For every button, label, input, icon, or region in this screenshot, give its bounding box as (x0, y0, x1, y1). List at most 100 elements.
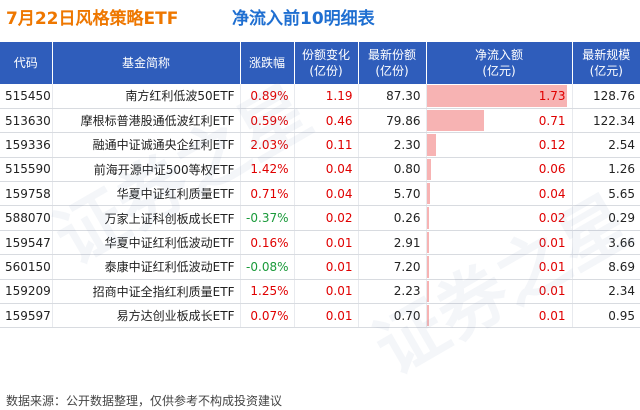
net-inflow-bar (426, 158, 432, 181)
title-bar: 7月22日风格策略ETF 净流入前10明细表 (0, 0, 640, 32)
fund-name-cell: 万家上证科创板成长ETF (52, 205, 241, 231)
share-change-cell: 0.04 (294, 157, 359, 183)
net-inflow-cell: 0.06 (426, 157, 573, 183)
table-body: 515450 南方红利低波50ETF 0.89% 1.19 87.30 1.73 128.7… (0, 84, 640, 329)
fund-code-cell: 513630 (0, 108, 53, 134)
header-code: 代码 (0, 42, 53, 84)
net-inflow-value: 0.01 (538, 284, 566, 299)
header-scale: 最新规模 (亿元) (572, 42, 640, 84)
fund-code-cell: 159547 (0, 230, 53, 256)
table-row: 515450 南方红利低波50ETF 0.89% 1.19 87.30 1.73 128.7… (0, 84, 640, 109)
net-inflow-bar (426, 109, 484, 132)
table-row: 588070 万家上证科创板成长ETF -0.37% 0.02 0.26 0.02 0.29 (0, 205, 640, 231)
change-pct-cell: 0.07% (240, 303, 295, 329)
net-inflow-cell: 0.01 (426, 230, 573, 256)
scale-cell: 2.54 (572, 132, 640, 158)
fund-code-cell: 159336 (0, 132, 53, 158)
data-source-note: 数据来源：公开数据整理，仅供参考不构成投资建议 (6, 394, 283, 408)
fund-name-cell: 前海开源中证500等权ETF (52, 157, 241, 183)
fund-name-cell: 招商中证全指红利质量ETF (52, 279, 241, 305)
fund-name-cell: 南方红利低波50ETF (52, 84, 241, 109)
fund-code-cell: 159758 (0, 181, 53, 207)
net-inflow-cell: 0.01 (426, 254, 573, 280)
fund-code-cell: 159209 (0, 279, 53, 305)
scale-cell: 128.76 (572, 84, 640, 109)
table-row: 513630 摩根标普港股通低波红利ETF 0.59% 0.46 79.86 0.71 12… (0, 108, 640, 134)
scale-cell: 0.29 (572, 205, 640, 231)
fund-name-cell: 融通中证诚通央企红利ETF (52, 132, 241, 158)
net-inflow-value: 0.02 (538, 211, 566, 226)
net-inflow-bar (426, 183, 430, 205)
change-pct-cell: -0.08% (240, 254, 295, 280)
header-latest-share: 最新份额 (亿份) (358, 42, 427, 84)
fund-code-cell: 515450 (0, 84, 53, 109)
header-name: 基金简称 (52, 42, 241, 84)
net-inflow-value: 0.01 (538, 235, 566, 250)
change-pct-cell: 2.03% (240, 132, 295, 158)
net-inflow-value: 0.04 (538, 186, 566, 201)
share-change-cell: 0.02 (294, 205, 359, 231)
net-inflow-value: 0.01 (538, 308, 566, 323)
table-row: 159597 易方达创业板成长ETF 0.07% 0.01 0.70 0.01 0.95 (0, 303, 640, 329)
table-header-row: 代码 基金简称 涨跌幅 份额变化 (亿份) 最新份额 (亿份) 净流入额 (亿元) 最新规模 (亿元… (0, 42, 640, 84)
latest-share-cell: 0.26 (358, 205, 427, 231)
header-change: 涨跌幅 (240, 42, 295, 84)
net-inflow-cell: 0.01 (426, 303, 573, 329)
scale-cell: 2.34 (572, 279, 640, 305)
latest-share-cell: 2.23 (358, 279, 427, 305)
etf-inflow-table: 代码 基金简称 涨跌幅 份额变化 (亿份) 最新份额 (亿份) 净流入额 (亿元) 最新规模 (亿元… (0, 42, 640, 329)
change-pct-cell: 0.89% (240, 84, 295, 109)
net-inflow-value: 0.06 (538, 162, 566, 177)
fund-code-cell: 560150 (0, 254, 53, 280)
share-change-cell: 0.04 (294, 181, 359, 207)
change-pct-cell: 0.59% (240, 108, 295, 134)
fund-code-cell: 588070 (0, 205, 53, 231)
header-share-change: 份额变化 (亿份) (294, 42, 359, 84)
scale-cell: 8.69 (572, 254, 640, 280)
net-inflow-cell: 1.73 (426, 84, 573, 109)
net-inflow-cell: 0.02 (426, 205, 573, 231)
table-row: 159547 华夏中证红利低波动ETF 0.16% 0.01 2.91 0.01 3.66 (0, 230, 640, 256)
net-inflow-cell: 0.01 (426, 279, 573, 305)
change-pct-cell: -0.37% (240, 205, 295, 231)
latest-share-cell: 5.70 (358, 181, 427, 207)
latest-share-cell: 2.30 (358, 132, 427, 158)
net-inflow-bar (426, 85, 567, 107)
header-net-inflow: 净流入额 (亿元) (426, 42, 573, 84)
net-inflow-bar (426, 256, 429, 278)
latest-share-cell: 87.30 (358, 84, 427, 109)
fund-code-cell: 159597 (0, 303, 53, 329)
net-inflow-bar (426, 231, 429, 254)
table-row: 515590 前海开源中证500等权ETF 1.42% 0.04 0.80 0.06 1.2… (0, 157, 640, 183)
table-title-left: 7月22日风格策略ETF (6, 9, 179, 29)
change-pct-cell: 1.42% (240, 157, 295, 183)
net-inflow-value: 0.01 (538, 259, 566, 274)
share-change-cell: 0.11 (294, 132, 359, 158)
net-inflow-value: 0.12 (538, 137, 566, 152)
share-change-cell: 0.01 (294, 279, 359, 305)
net-inflow-cell: 0.04 (426, 181, 573, 207)
table-row: 159758 华夏中证红利质量ETF 0.71% 0.04 5.70 0.04 5.65 (0, 181, 640, 207)
change-pct-cell: 1.25% (240, 279, 295, 305)
net-inflow-bar (426, 305, 429, 327)
share-change-cell: 0.01 (294, 230, 359, 256)
share-change-cell: 1.19 (294, 84, 359, 109)
net-inflow-cell: 0.71 (426, 108, 573, 134)
share-change-cell: 0.01 (294, 303, 359, 329)
table-row: 560150 泰康中证红利低波动ETF -0.08% 0.01 7.20 0.01 8.69 (0, 254, 640, 280)
fund-name-cell: 易方达创业板成长ETF (52, 303, 241, 329)
scale-cell: 0.95 (572, 303, 640, 329)
net-inflow-bar (426, 134, 437, 156)
latest-share-cell: 0.70 (358, 303, 427, 329)
scale-cell: 5.65 (572, 181, 640, 207)
scale-cell: 3.66 (572, 230, 640, 256)
net-inflow-bar (426, 207, 429, 229)
table-title-right: 净流入前10明细表 (232, 9, 375, 29)
share-change-cell: 0.46 (294, 108, 359, 134)
net-inflow-bar (426, 280, 429, 303)
share-change-cell: 0.01 (294, 254, 359, 280)
fund-name-cell: 华夏中证红利质量ETF (52, 181, 241, 207)
latest-share-cell: 7.20 (358, 254, 427, 280)
table-row: 159336 融通中证诚通央企红利ETF 2.03% 0.11 2.30 0.12 2.54 (0, 132, 640, 158)
latest-share-cell: 0.80 (358, 157, 427, 183)
